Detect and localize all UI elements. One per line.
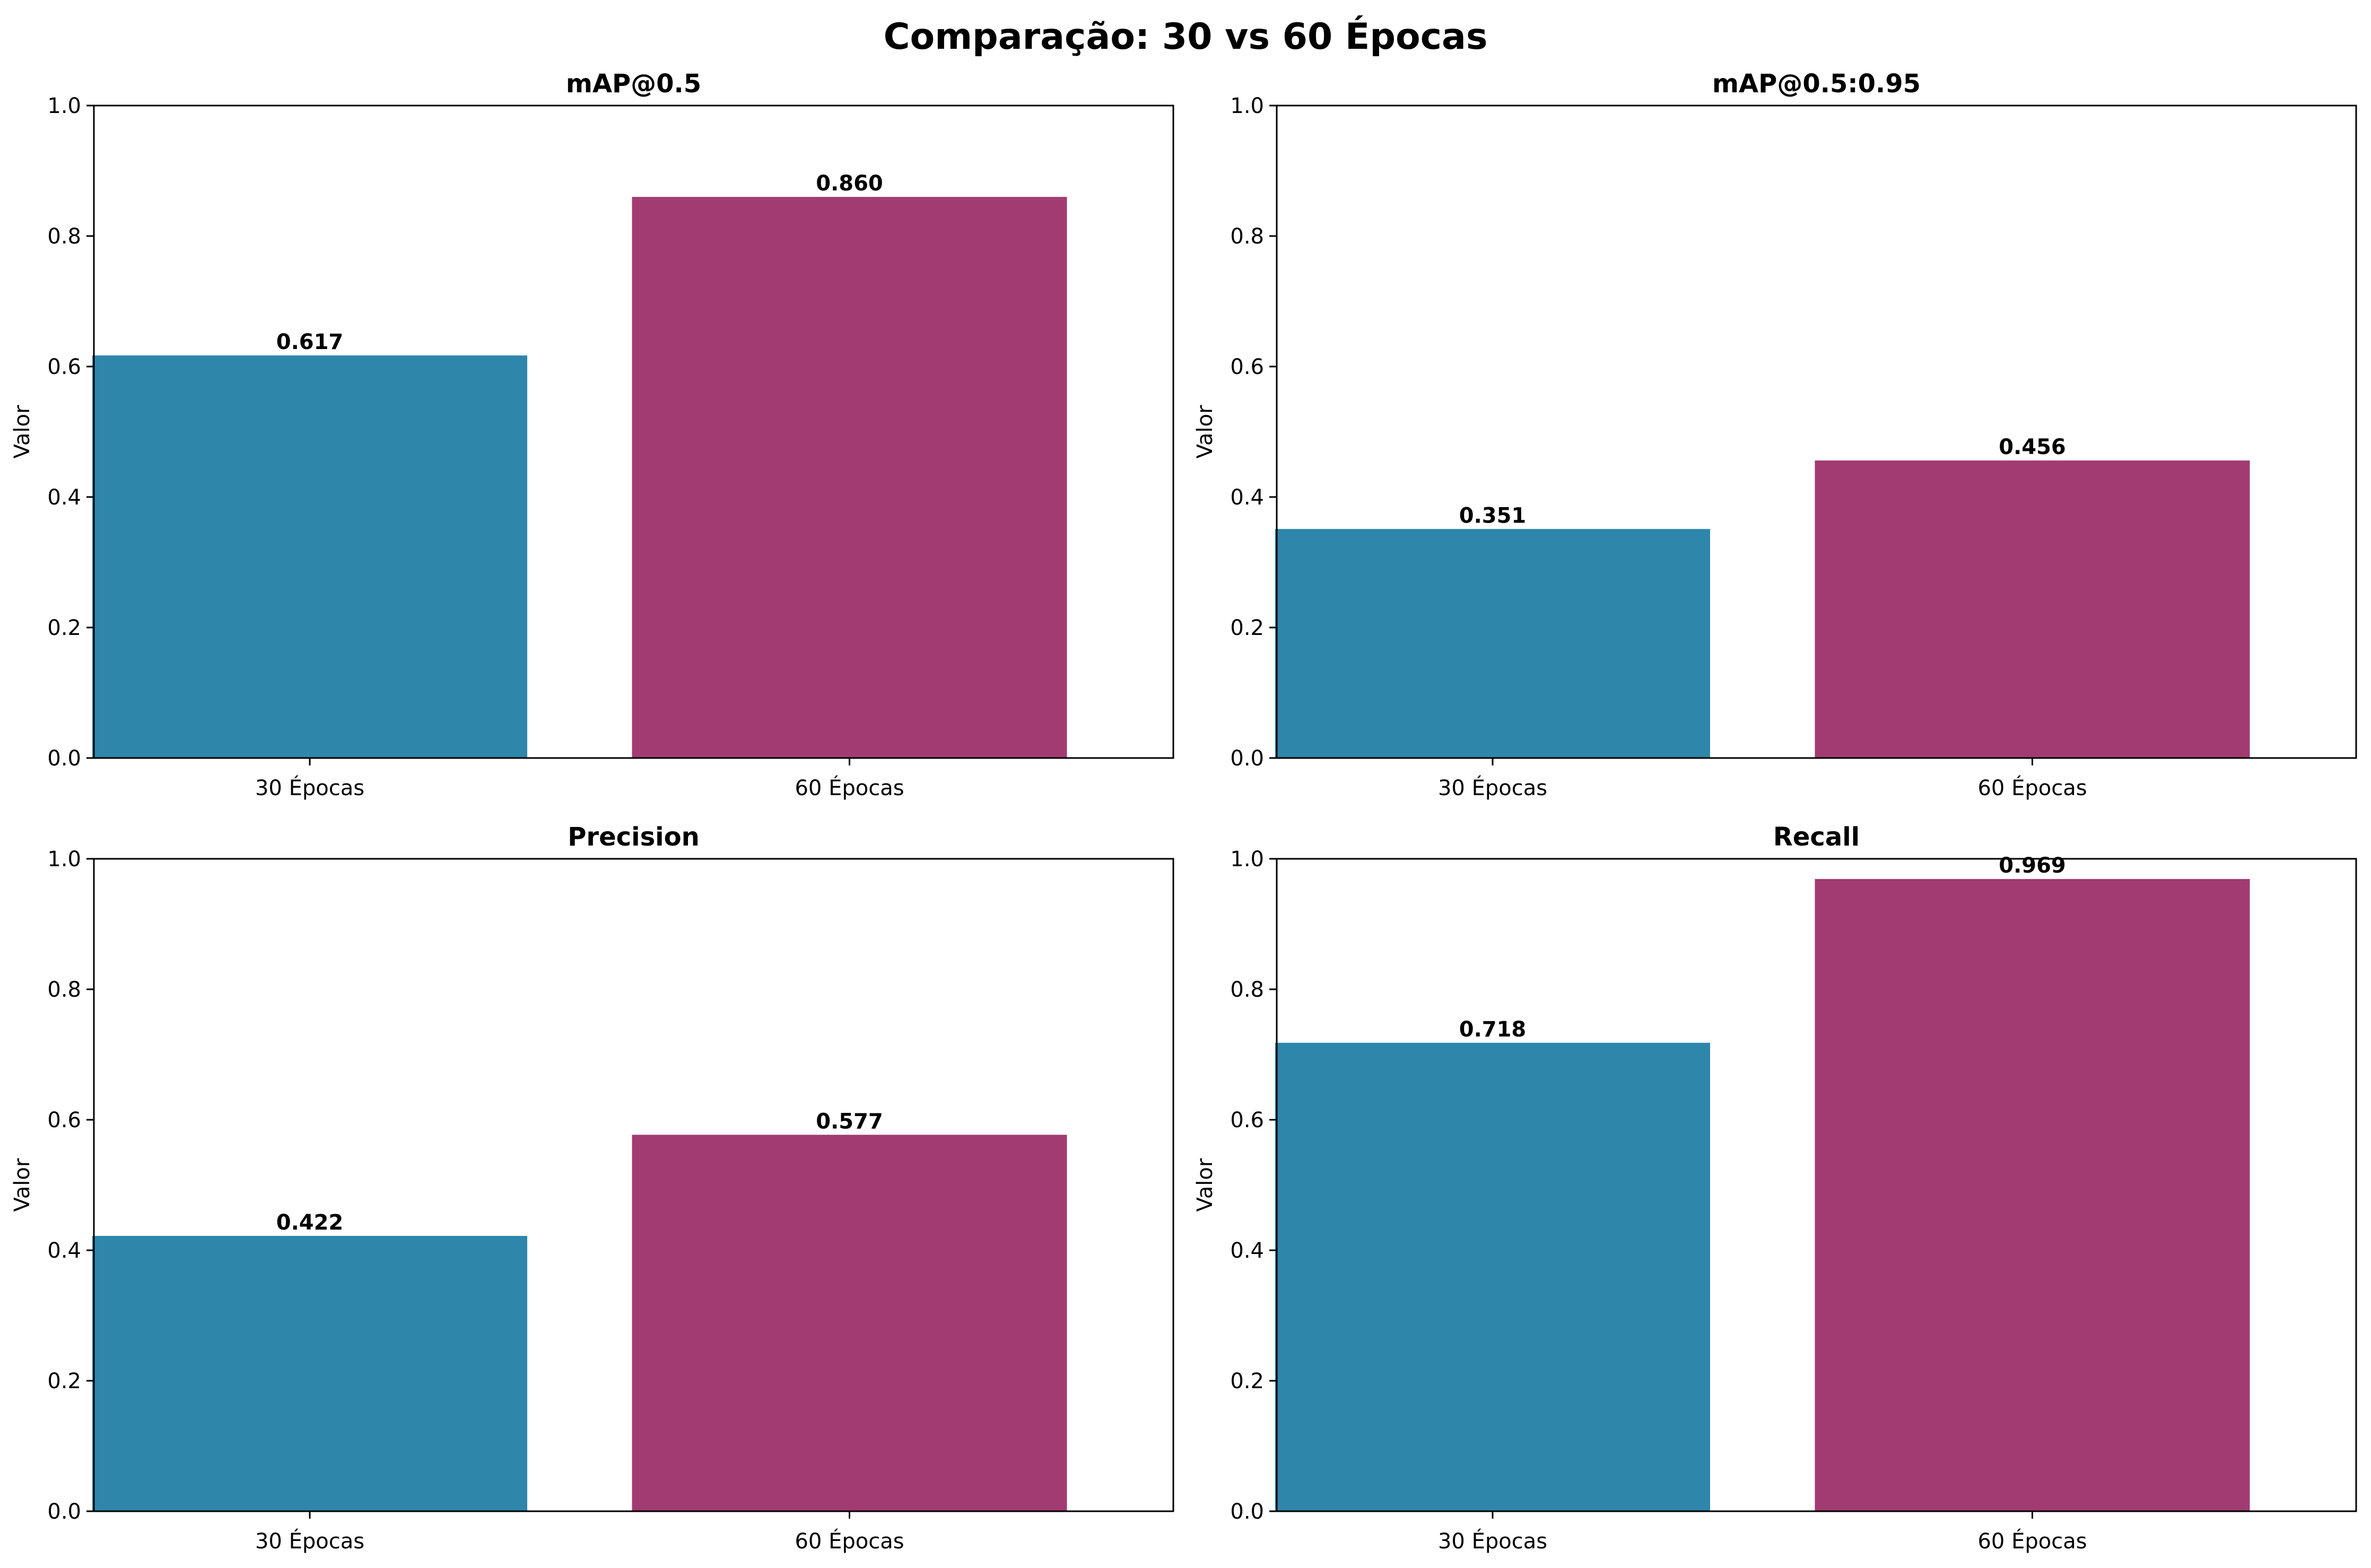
y-tick-label: 0.8 xyxy=(1230,978,1264,1002)
bar-value-label: 0.351 xyxy=(1459,503,1527,528)
bar-60-epochs xyxy=(1815,879,2250,1511)
subplot-2: mAP@0.5:0.95 0.351 30 Épocas 0.456 60 Épocas… xyxy=(1193,69,2357,800)
y-tick-label: 0.4 xyxy=(1230,485,1264,510)
y-tick-label: 0.0 xyxy=(47,1500,81,1524)
bar-value-label: 0.456 xyxy=(1999,435,2066,459)
bar-30-epochs xyxy=(1275,1042,1710,1511)
subplot-title: Precision xyxy=(568,822,699,852)
plot-frame xyxy=(1276,858,2357,1512)
bar-30-epochs xyxy=(1275,529,1710,758)
y-tick-label: 0.8 xyxy=(1230,224,1264,249)
y-tick-label: 0.6 xyxy=(47,355,81,379)
x-tick-label: 60 Épocas xyxy=(1977,775,2087,800)
x-tick-label: 60 Épocas xyxy=(1977,1528,2087,1554)
y-axis-label: Valor xyxy=(1193,1158,1217,1212)
bar-value-label: 0.969 xyxy=(1999,853,2066,878)
y-tick-label: 0.2 xyxy=(1230,616,1264,640)
bar-30-epochs xyxy=(92,1235,527,1511)
y-tick-label: 0.4 xyxy=(1230,1239,1264,1263)
x-tick-label: 30 Épocas xyxy=(255,775,364,800)
y-tick-label: 0.6 xyxy=(1230,355,1264,379)
x-tick-label: 30 Épocas xyxy=(1438,775,1547,800)
bar-30-epochs xyxy=(92,355,527,758)
y-tick-label: 0.8 xyxy=(47,978,81,1002)
bar-60-epochs xyxy=(632,197,1067,759)
y-tick-label: 0.0 xyxy=(47,746,81,771)
y-tick-label: 1.0 xyxy=(1230,847,1264,872)
y-tick-label: 1.0 xyxy=(1230,94,1264,118)
y-tick-label: 0.0 xyxy=(1230,1500,1264,1524)
subplot-title: Recall xyxy=(1773,822,1860,852)
y-axis-label: Valor xyxy=(1193,405,1217,458)
bar-60-epochs xyxy=(632,1135,1067,1511)
y-tick-label: 0.2 xyxy=(47,616,81,640)
y-tick-label: 1.0 xyxy=(47,94,81,118)
plot-frame xyxy=(93,858,1174,1512)
plot-frame xyxy=(93,104,1174,759)
x-tick-label: 60 Épocas xyxy=(795,775,904,800)
subplot-title: mAP@0.5 xyxy=(566,69,701,99)
y-tick-label: 0.8 xyxy=(47,224,81,249)
y-axis-label: Valor xyxy=(10,405,34,458)
bar-value-label: 0.718 xyxy=(1459,1017,1527,1042)
bar-value-label: 0.577 xyxy=(816,1109,883,1134)
bar-value-label: 0.422 xyxy=(276,1210,344,1235)
y-tick-label: 0.6 xyxy=(47,1108,81,1133)
x-tick-label: 30 Épocas xyxy=(255,1528,364,1554)
subplot-grid: mAP@0.5 0.617 30 Épocas 0.860 60 Épocas 0.0 0.… xyxy=(10,69,2357,1554)
subplot-1: mAP@0.5 0.617 30 Épocas 0.860 60 Épocas 0.0 0.… xyxy=(10,69,1174,800)
y-tick-label: 0.2 xyxy=(1230,1369,1264,1393)
subplot-title: mAP@0.5:0.95 xyxy=(1712,69,1921,99)
y-tick-label: 0.4 xyxy=(47,1239,81,1263)
bar-value-label: 0.617 xyxy=(276,330,344,354)
x-tick-label: 60 Épocas xyxy=(795,1528,904,1554)
x-tick-label: 30 Épocas xyxy=(1438,1528,1547,1554)
subplot-4: Recall 0.718 30 Épocas 0.969 60 Épocas 0.0 0.2… xyxy=(1193,822,2357,1554)
y-axis-label: Valor xyxy=(10,1158,34,1212)
plot-frame xyxy=(1276,104,2357,759)
y-tick-label: 1.0 xyxy=(47,847,81,872)
subplot-3: Precision 0.422 30 Épocas 0.577 60 Épocas 0.0… xyxy=(10,822,1174,1554)
bar-60-epochs xyxy=(1815,460,2250,758)
y-tick-label: 0.2 xyxy=(47,1369,81,1393)
y-tick-label: 0.4 xyxy=(47,485,81,510)
bar-value-label: 0.860 xyxy=(816,171,883,196)
figure-title: Comparação: 30 vs 60 Épocas xyxy=(884,15,1488,58)
y-tick-label: 0.0 xyxy=(1230,746,1264,771)
y-tick-label: 0.6 xyxy=(1230,1108,1264,1133)
